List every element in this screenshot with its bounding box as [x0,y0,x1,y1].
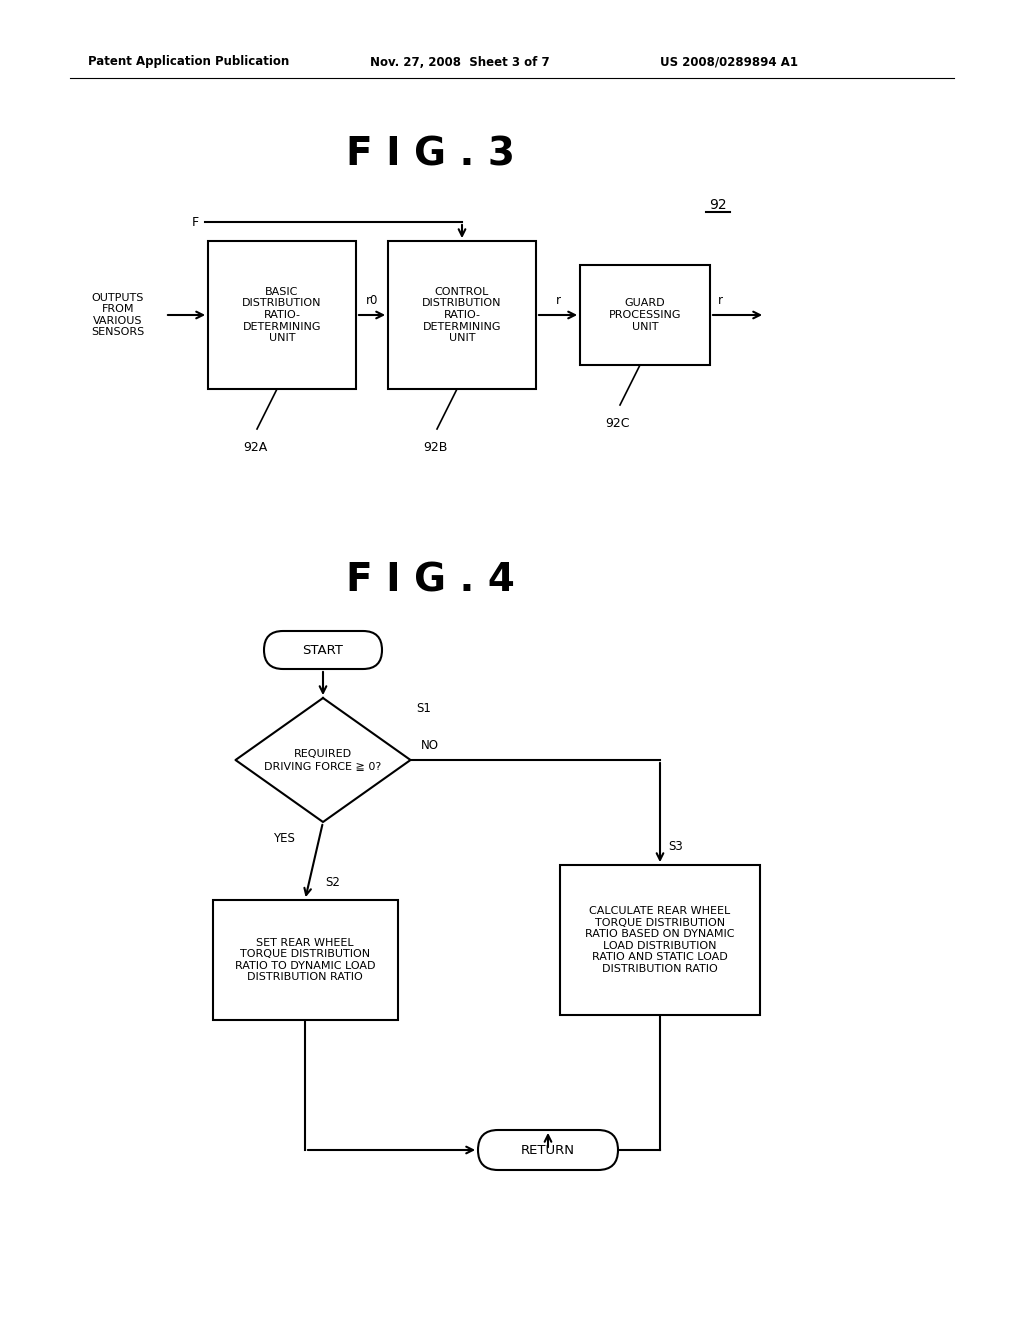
Text: OUTPUTS
FROM
VARIOUS
SENSORS: OUTPUTS FROM VARIOUS SENSORS [91,293,144,338]
Text: F I G . 4: F I G . 4 [345,561,514,599]
Text: Nov. 27, 2008  Sheet 3 of 7: Nov. 27, 2008 Sheet 3 of 7 [370,55,550,69]
Text: 92A: 92A [243,441,267,454]
Text: 92C: 92C [606,417,630,430]
Text: r: r [555,294,560,308]
FancyBboxPatch shape [264,631,382,669]
Text: REQUIRED
DRIVING FORCE ≧ 0?: REQUIRED DRIVING FORCE ≧ 0? [264,750,382,771]
Text: RETURN: RETURN [521,1143,575,1156]
Text: r: r [718,294,723,308]
Text: r0: r0 [366,294,378,308]
Bar [560,865,760,1015]
Text: 92: 92 [710,198,727,213]
Text: BASIC
DISTRIBUTION
RATIO-
DETERMINING
UNIT: BASIC DISTRIBUTION RATIO- DETERMINING UN… [243,286,322,343]
Bar [213,900,397,1020]
Text: GUARD
PROCESSING
UNIT: GUARD PROCESSING UNIT [608,298,681,331]
Text: SET REAR WHEEL
TORQUE DISTRIBUTION
RATIO TO DYNAMIC LOAD
DISTRIBUTION RATIO: SET REAR WHEEL TORQUE DISTRIBUTION RATIO… [234,937,375,982]
Text: S2: S2 [325,875,340,888]
Bar [388,242,536,389]
Bar [580,265,710,366]
Polygon shape [236,698,411,822]
Text: F I G . 3: F I G . 3 [345,136,514,174]
Text: CONTROL
DISTRIBUTION
RATIO-
DETERMINING
UNIT: CONTROL DISTRIBUTION RATIO- DETERMINING … [422,286,502,343]
Text: NO: NO [421,739,438,752]
Text: F: F [191,215,199,228]
Bar [208,242,356,389]
Text: US 2008/0289894 A1: US 2008/0289894 A1 [660,55,798,69]
FancyBboxPatch shape [478,1130,618,1170]
Text: 92B: 92B [423,441,447,454]
Text: START: START [302,644,343,656]
Text: S3: S3 [668,841,683,854]
Text: Patent Application Publication: Patent Application Publication [88,55,289,69]
Text: CALCULATE REAR WHEEL
TORQUE DISTRIBUTION
RATIO BASED ON DYNAMIC
LOAD DISTRIBUTIO: CALCULATE REAR WHEEL TORQUE DISTRIBUTION… [586,906,735,974]
Text: S1: S1 [417,701,431,714]
Text: YES: YES [273,832,295,845]
